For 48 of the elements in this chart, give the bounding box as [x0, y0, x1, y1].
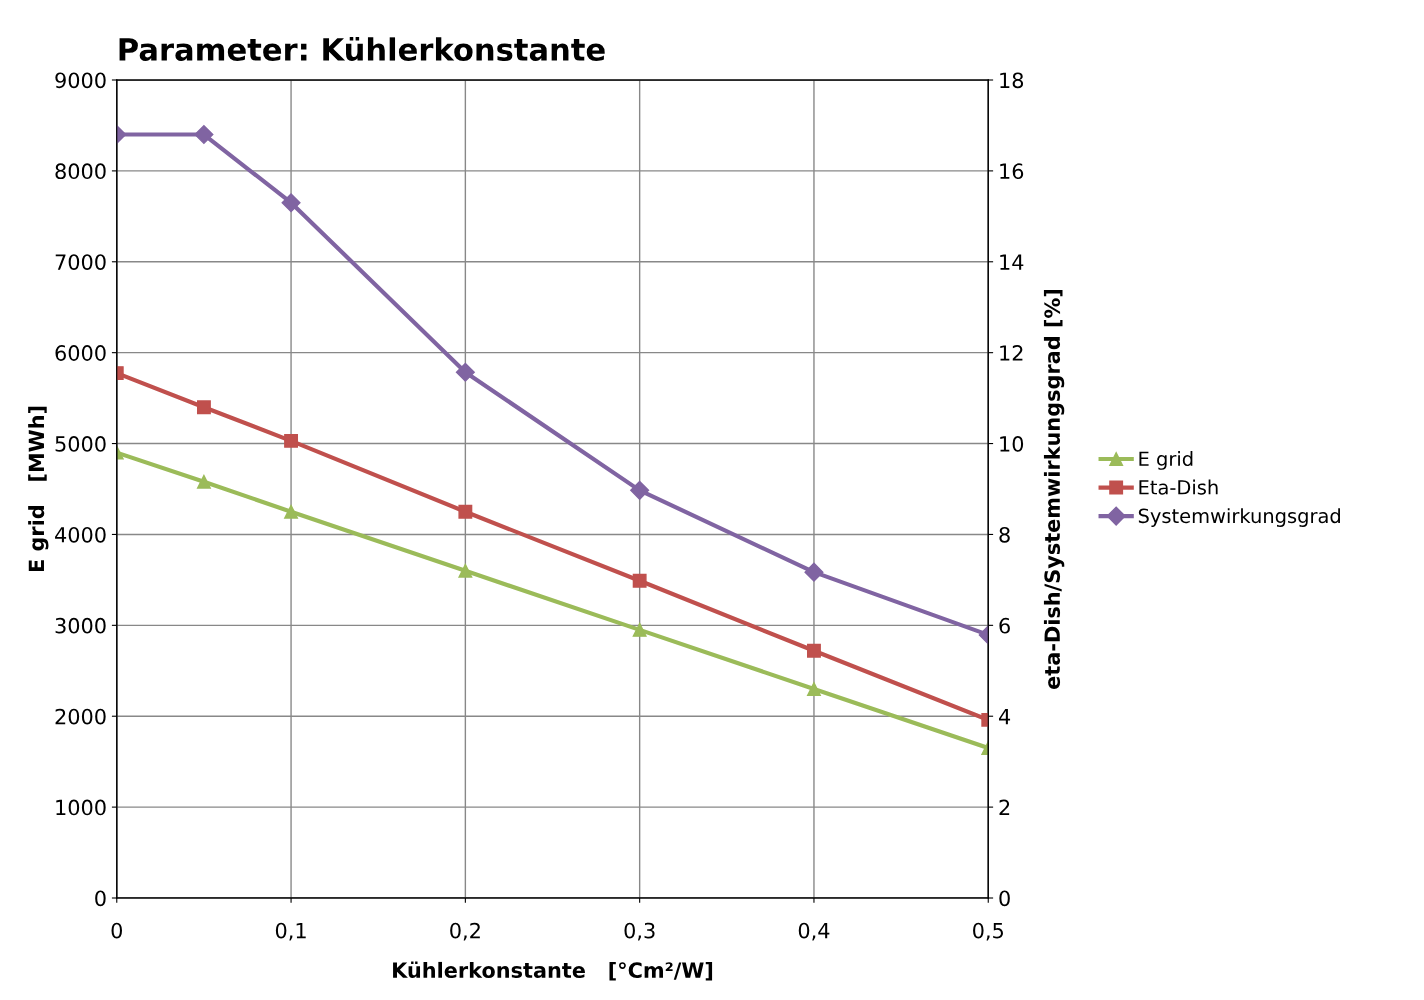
- point: [458, 504, 473, 519]
- point: [804, 562, 824, 582]
- x-axis-title: Kühlerkonstante [°Cm²/W]: [393, 961, 713, 981]
- point: [284, 504, 299, 519]
- y-tick-label: 8000: [55, 163, 106, 180]
- point: [284, 433, 299, 448]
- point: [632, 573, 647, 588]
- y-tick-label: 7000: [55, 254, 106, 270]
- point: [281, 193, 301, 213]
- y-tick-label: 1000: [56, 799, 106, 816]
- y-axis-title: E grid [MWh]: [28, 406, 49, 572]
- y-tick-label: 2000: [55, 708, 106, 725]
- y-tick-label: 6000: [55, 345, 106, 361]
- y2-axis-title: eta-Dish/Systemwirkungsgrad [%]: [1043, 289, 1065, 689]
- point: [632, 622, 647, 637]
- y2-tick-label: 8: [999, 526, 1010, 543]
- y-tick-label: 9000: [55, 72, 106, 89]
- y2-tick-label: 16: [1000, 163, 1024, 180]
- y2-tick-label: 12: [1000, 345, 1023, 361]
- y-tick-label: 5000: [55, 436, 106, 452]
- y2-tick-label: 10: [1000, 436, 1024, 452]
- point: [458, 563, 473, 578]
- point: [807, 682, 821, 696]
- point: [196, 474, 211, 489]
- legend-label: E grid: [1139, 451, 1193, 470]
- x-tick-label: 0,1: [275, 922, 306, 941]
- x-tick-label: 0,4: [798, 922, 830, 941]
- point: [196, 400, 211, 415]
- point: [194, 124, 214, 145]
- point: [630, 480, 650, 500]
- y2-tick-label: 4: [999, 708, 1011, 725]
- x-tick-label: 0,5: [973, 922, 1003, 941]
- legend-label: Eta-Dish: [1139, 479, 1218, 495]
- y-tick-label: 3000: [55, 617, 106, 634]
- y-tick-label: 4000: [55, 526, 106, 543]
- chart-title: Parameter: Kühlerkonstante: [119, 36, 605, 61]
- y2-tick-label: 14: [1000, 254, 1024, 270]
- y-tick-label: 0: [95, 890, 106, 907]
- y2-tick-label: 2: [999, 799, 1010, 816]
- y2-tick-label: 0: [999, 890, 1010, 907]
- point: [807, 643, 821, 658]
- point: [455, 362, 475, 382]
- legend-label: Systemwirkungsgrad: [1138, 508, 1340, 527]
- x-tick-label: 0,2: [450, 922, 480, 941]
- y2-tick-label: 6: [999, 617, 1010, 634]
- y2-tick-label: 18: [1000, 72, 1024, 89]
- x-tick-label: 0: [111, 922, 123, 939]
- x-tick-label: 0,3: [624, 922, 655, 941]
